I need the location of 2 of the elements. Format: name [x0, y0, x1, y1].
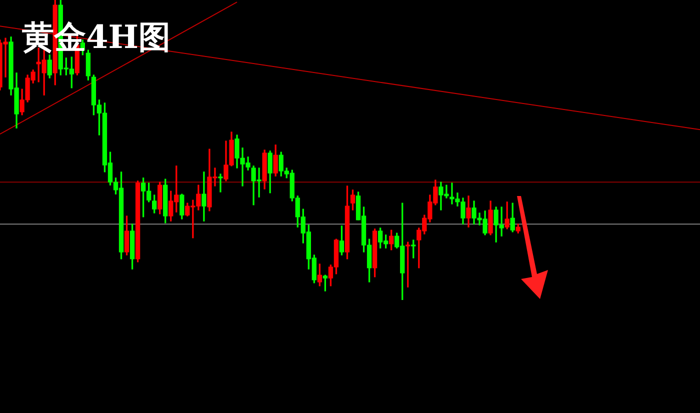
candlestick [202, 172, 206, 222]
candlestick [218, 174, 223, 192]
